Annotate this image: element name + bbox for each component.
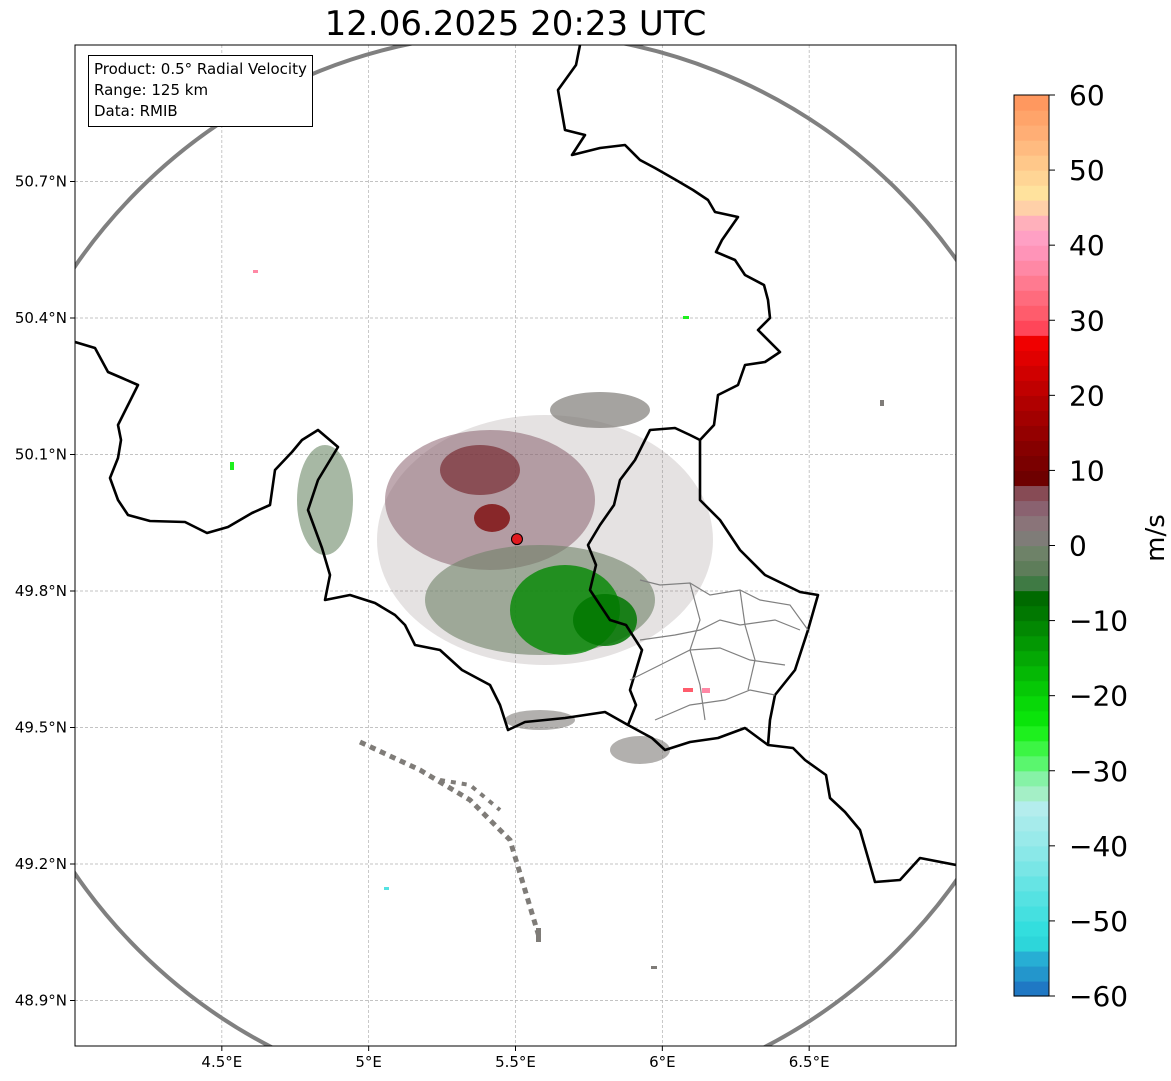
lat-tick-label: 49.2°N bbox=[15, 855, 67, 873]
colorbar-band bbox=[1014, 335, 1049, 351]
colorbar-band bbox=[1014, 680, 1049, 697]
colorbar-tick-label: −30 bbox=[1069, 755, 1128, 788]
colorbar-band bbox=[1014, 95, 1049, 111]
colorbar-band bbox=[1014, 845, 1049, 862]
colorbar-band bbox=[1014, 830, 1049, 847]
map-area bbox=[75, 45, 956, 1046]
colorbar-band bbox=[1014, 125, 1049, 141]
lon-tick-label: 6.5°E bbox=[789, 1053, 830, 1071]
colorbar-band bbox=[1014, 815, 1049, 832]
lat-tick-label: 50.7°N bbox=[15, 173, 67, 191]
colorbar-band bbox=[1014, 635, 1049, 652]
colorbar-tick-label: −10 bbox=[1069, 605, 1128, 638]
colorbar-band bbox=[1014, 965, 1049, 982]
colorbar-tick-label: 10 bbox=[1069, 454, 1105, 487]
colorbar-band bbox=[1014, 545, 1049, 562]
map-axes: 4.5°E 5°E 5.5°E 6°E 6.5°E 50.7°N 50.4°N 50.1°N 4… bbox=[15, 173, 830, 1072]
colorbar-band bbox=[1014, 140, 1049, 156]
colorbar-tick-label: −60 bbox=[1069, 980, 1128, 1013]
colorbar-band bbox=[1014, 605, 1049, 622]
colorbar-band bbox=[1014, 770, 1049, 787]
colorbar-tick-label: 0 bbox=[1069, 530, 1087, 563]
colorbar-band bbox=[1014, 950, 1049, 967]
colorbar-unit-label: m/s bbox=[1140, 514, 1171, 562]
colorbar-band bbox=[1014, 935, 1049, 952]
colorbar-band bbox=[1014, 245, 1049, 261]
colorbar-tick-label: 30 bbox=[1069, 304, 1105, 337]
colorbar: 60 50 40 30 20 10 0 −10 −20 −30 −40 −50 −60 bbox=[1013, 79, 1128, 1013]
lat-tick-label: 49.5°N bbox=[15, 719, 67, 737]
radar-echoes bbox=[230, 270, 884, 969]
colorbar-band bbox=[1014, 425, 1049, 441]
colorbar-tick-label: 20 bbox=[1069, 379, 1105, 412]
product-label: Product: 0.5° Radial Velocity bbox=[94, 60, 307, 78]
colorbar-tick-label: −50 bbox=[1069, 905, 1128, 938]
country-borders bbox=[75, 45, 956, 884]
colorbar-band bbox=[1014, 260, 1049, 276]
colorbar-band bbox=[1014, 620, 1049, 637]
colorbar-band bbox=[1014, 275, 1049, 291]
colorbar-band bbox=[1014, 530, 1049, 547]
colorbar-band bbox=[1014, 500, 1049, 517]
lon-tick-label: 4.5°E bbox=[201, 1053, 242, 1071]
colorbar-band bbox=[1014, 725, 1049, 742]
colorbar-band bbox=[1014, 320, 1049, 336]
colorbar-band bbox=[1014, 440, 1049, 456]
colorbar-band bbox=[1014, 575, 1049, 592]
colorbar-band bbox=[1014, 305, 1049, 321]
lat-tick-label: 48.9°N bbox=[15, 992, 67, 1010]
colorbar-band bbox=[1014, 785, 1049, 802]
radar-site-marker bbox=[510, 533, 523, 546]
colorbar-band bbox=[1014, 875, 1049, 892]
lon-tick-label: 6°E bbox=[649, 1053, 676, 1071]
colorbar-band bbox=[1014, 470, 1049, 487]
lat-tick-label: 50.4°N bbox=[15, 309, 67, 327]
colorbar-band bbox=[1014, 800, 1049, 817]
colorbar-band bbox=[1014, 380, 1049, 396]
colorbar-tick-label: −20 bbox=[1069, 680, 1128, 713]
colorbar-band bbox=[1014, 365, 1049, 381]
colorbar-band bbox=[1014, 395, 1049, 411]
colorbar-band bbox=[1014, 455, 1049, 472]
lon-tick-label: 5.5°E bbox=[495, 1053, 536, 1071]
colorbar-band bbox=[1014, 905, 1049, 922]
colorbar-band bbox=[1014, 410, 1049, 426]
colorbar-band bbox=[1014, 740, 1049, 757]
colorbar-band bbox=[1014, 185, 1049, 201]
data-source-label: Data: RMIB bbox=[94, 102, 178, 120]
colorbar-band bbox=[1014, 695, 1049, 712]
colorbar-band bbox=[1014, 515, 1049, 532]
lat-tick-label: 49.8°N bbox=[15, 582, 67, 600]
colorbar-band bbox=[1014, 650, 1049, 667]
colorbar-band bbox=[1014, 200, 1049, 216]
info-box: Product: 0.5° Radial Velocity Range: 125… bbox=[88, 55, 313, 127]
colorbar-tick-label: 50 bbox=[1069, 154, 1105, 187]
colorbar-band bbox=[1014, 485, 1049, 502]
colorbar-band bbox=[1014, 350, 1049, 366]
colorbar-tick-label: 60 bbox=[1069, 79, 1105, 112]
colorbar-band bbox=[1014, 665, 1049, 682]
colorbar-band bbox=[1014, 155, 1049, 171]
colorbar-band bbox=[1014, 710, 1049, 727]
map-title: 12.06.2025 20:23 UTC bbox=[324, 4, 707, 44]
range-label: Range: 125 km bbox=[94, 81, 209, 99]
colorbar-band bbox=[1014, 860, 1049, 877]
colorbar-band bbox=[1014, 590, 1049, 607]
colorbar-band bbox=[1014, 230, 1049, 246]
lon-tick-label: 5°E bbox=[355, 1053, 382, 1071]
colorbar-band bbox=[1014, 290, 1049, 306]
colorbar-tick-label: 40 bbox=[1069, 229, 1105, 262]
colorbar-band bbox=[1014, 890, 1049, 907]
colorbar-band bbox=[1014, 560, 1049, 577]
colorbar-band bbox=[1014, 110, 1049, 126]
colorbar-band bbox=[1014, 920, 1049, 937]
colorbar-tick-label: −40 bbox=[1069, 830, 1128, 863]
colorbar-band bbox=[1014, 170, 1049, 186]
colorbar-band bbox=[1014, 755, 1049, 772]
colorbar-band bbox=[1014, 980, 1049, 997]
district-borders bbox=[629, 579, 809, 721]
colorbar-band bbox=[1014, 215, 1049, 231]
lat-tick-label: 50.1°N bbox=[15, 446, 67, 464]
